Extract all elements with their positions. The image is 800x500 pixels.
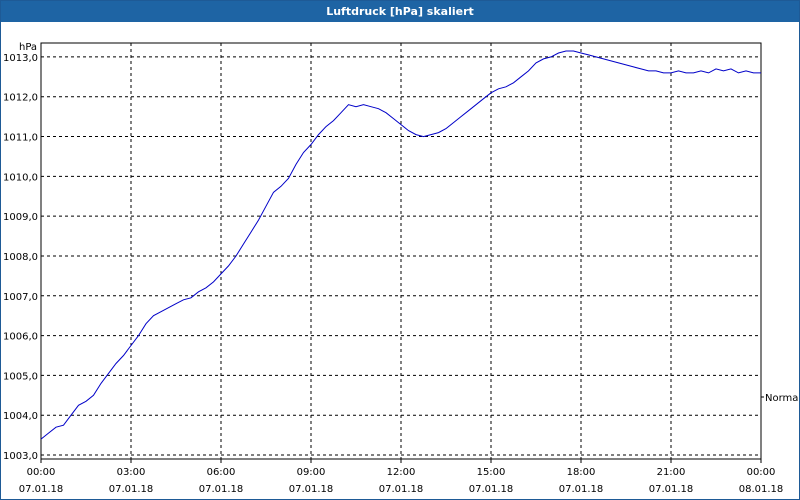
series-line-normal — [40, 50, 761, 440]
x-tick-time-label: 12:00 — [387, 467, 416, 478]
y-tick-label: 1008,0 — [3, 252, 38, 263]
y-tick-label: 1005,0 — [3, 371, 38, 382]
x-tick-time-label: 03:00 — [117, 467, 146, 478]
x-tick-date-label: 07.01.18 — [559, 484, 604, 495]
y-tick-label: 1006,0 — [3, 332, 38, 343]
legend-entry-normal: Normal — [765, 393, 799, 404]
y-tick-label: 1012,0 — [3, 93, 38, 104]
window-title: Luftdruck [hPa] skaliert — [1, 1, 799, 22]
x-tick-date-label: 07.01.18 — [19, 484, 64, 495]
x-tick-time-label: 21:00 — [657, 467, 686, 478]
x-tick-date-label: 07.01.18 — [109, 484, 154, 495]
x-axis-ticks: 00:00 07.01.18 03:00 07.01.18 06:00 07.01.18 0… — [19, 459, 784, 495]
y-axis-ticks: 1003,0 1004,0 1005,0 1006,0 1007,0 1008,0 1009… — [3, 53, 38, 462]
grid-lines — [41, 43, 761, 459]
y-axis-unit-label: hPa — [19, 42, 37, 53]
y-tick-label: 1010,0 — [3, 172, 38, 183]
y-tick-label: 1011,0 — [3, 133, 38, 144]
y-tick-label: 1004,0 — [3, 411, 38, 422]
x-tick-date-label: 08.01.18 — [739, 484, 784, 495]
x-tick-date-label: 07.01.18 — [379, 484, 424, 495]
pressure-chart: 1003,0 1004,0 1005,0 1006,0 1007,0 1008,0 1009… — [3, 42, 799, 495]
x-tick-date-label: 07.01.18 — [289, 484, 334, 495]
x-tick-time-label: 00:00 — [747, 467, 776, 478]
series-layer — [40, 50, 761, 440]
x-tick-time-label: 06:00 — [207, 467, 236, 478]
y-tick-label: 1013,0 — [3, 53, 38, 64]
y-tick-label: 1009,0 — [3, 212, 38, 223]
x-tick-date-label: 07.01.18 — [199, 484, 244, 495]
x-tick-date-label: 07.01.18 — [469, 484, 514, 495]
x-tick-date-label: 07.01.18 — [649, 484, 694, 495]
y-tick-label: 1003,0 — [3, 451, 38, 462]
x-tick-time-label: 00:00 — [27, 467, 56, 478]
x-tick-time-label: 09:00 — [297, 467, 326, 478]
x-tick-time-label: 15:00 — [477, 467, 506, 478]
x-tick-time-label: 18:00 — [567, 467, 596, 478]
y-tick-label: 1007,0 — [3, 292, 38, 303]
